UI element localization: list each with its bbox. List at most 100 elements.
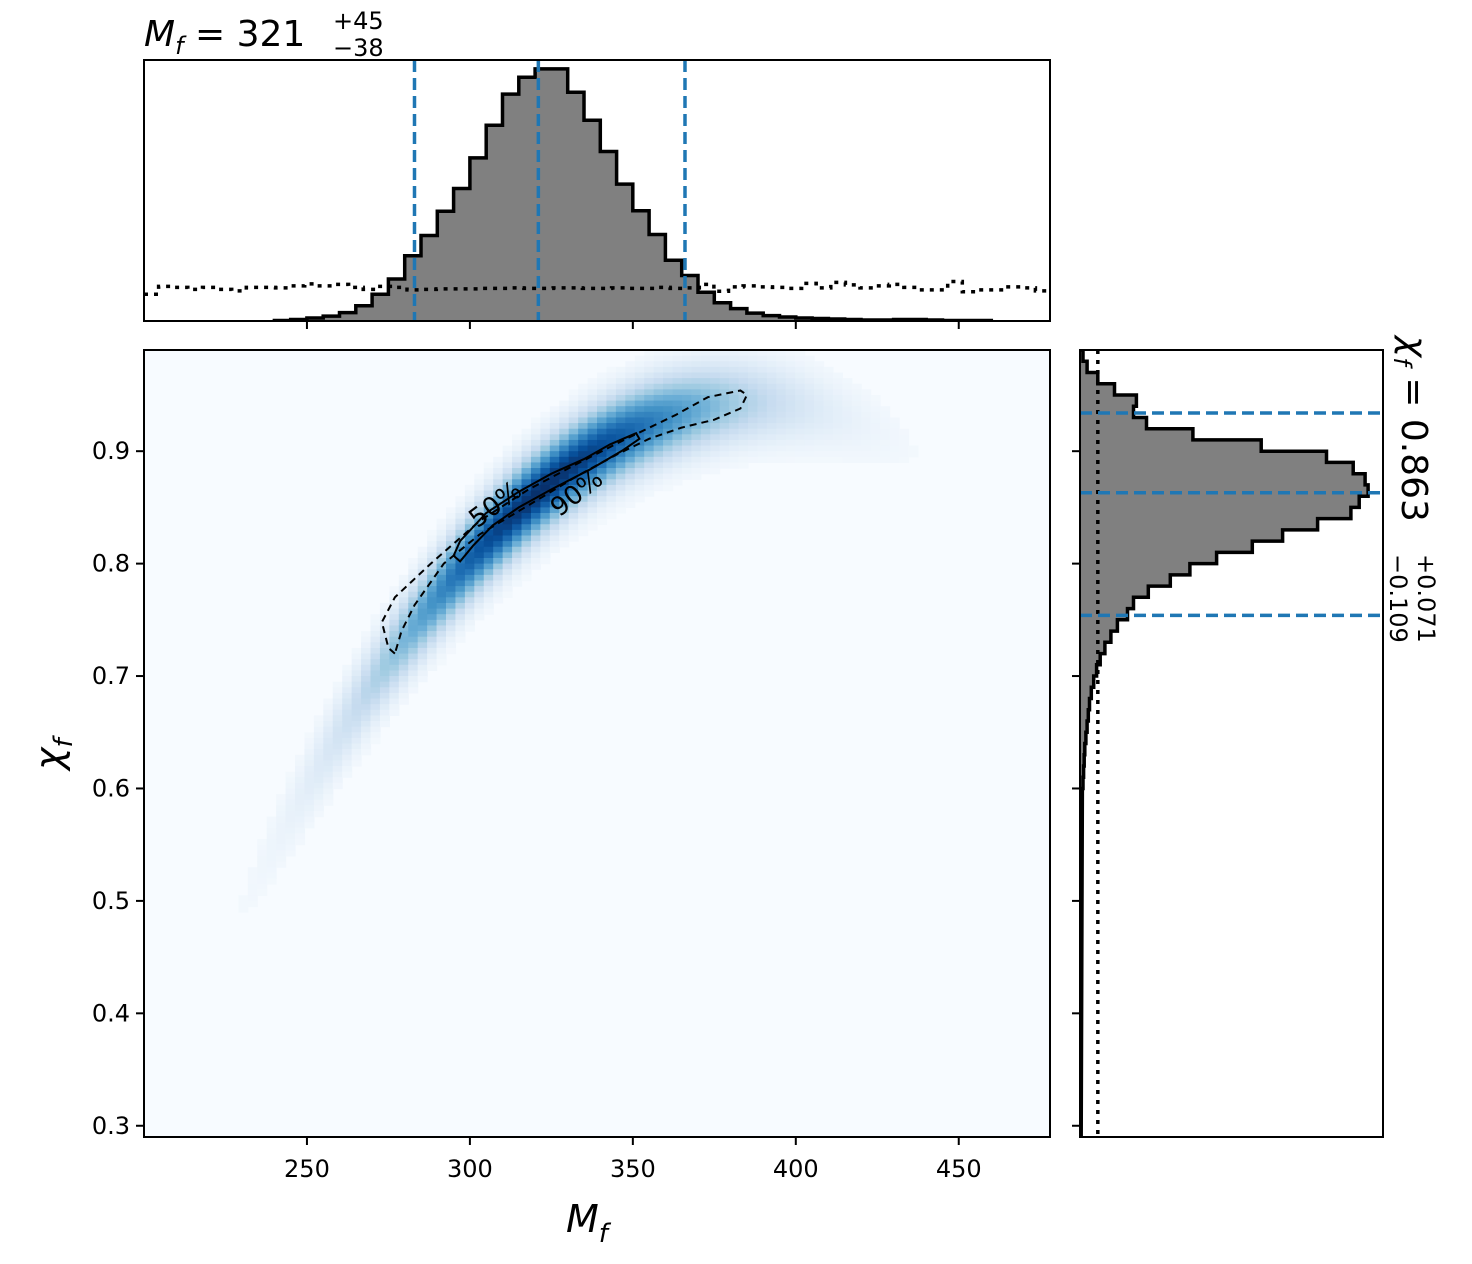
density-cell — [644, 451, 655, 458]
density-cell — [276, 850, 287, 857]
density-cell — [625, 423, 636, 430]
density-cell — [578, 406, 589, 413]
density-cell — [351, 681, 362, 688]
density-cell — [681, 451, 692, 458]
density-cell — [512, 473, 523, 480]
density-cell — [285, 805, 296, 812]
density-cell — [776, 411, 787, 419]
density-cell — [823, 451, 834, 458]
density-cell — [247, 867, 258, 874]
density-cell — [842, 394, 853, 402]
mf-median: 321 — [237, 14, 306, 55]
density-cell — [776, 445, 787, 452]
density-cell — [578, 479, 589, 486]
density-cell — [729, 434, 740, 441]
density-cell — [625, 428, 636, 435]
density-cell — [379, 636, 390, 643]
density-cell — [748, 439, 759, 447]
density-cell — [748, 361, 759, 368]
density-cell — [351, 732, 362, 739]
density-cell — [615, 423, 626, 430]
density-cell — [464, 574, 475, 582]
density-cell — [502, 479, 513, 486]
density-cell — [776, 350, 787, 357]
density-cell — [493, 529, 504, 537]
density-cell — [729, 423, 740, 430]
density-cell — [653, 473, 664, 480]
density-cell — [549, 496, 560, 503]
density-cell — [644, 361, 655, 368]
density-cell — [436, 557, 447, 565]
density-cell — [398, 647, 409, 655]
density-cell — [615, 378, 626, 385]
density-cell — [502, 468, 513, 475]
density-cell — [361, 647, 372, 655]
density-cell — [540, 417, 551, 424]
density-cell — [455, 625, 466, 632]
density-cell — [587, 406, 598, 413]
density-cell — [748, 411, 759, 419]
chif-minus-error: −0.109 — [1384, 554, 1412, 643]
density-cell — [672, 456, 683, 464]
density-cell — [615, 366, 626, 374]
density-cell — [738, 355, 749, 362]
density-cell — [313, 721, 324, 728]
density-cell — [474, 490, 485, 497]
density-cell — [738, 456, 749, 464]
density-cell — [379, 659, 390, 666]
density-cell — [795, 406, 806, 413]
density-cell — [710, 423, 721, 430]
density-cell — [653, 434, 664, 441]
density-cell — [832, 394, 843, 402]
density-cell — [549, 456, 560, 464]
density-cell — [880, 451, 891, 458]
density-cell — [361, 698, 372, 705]
density-cell — [663, 473, 674, 480]
density-cell — [719, 383, 730, 390]
density-cell — [332, 687, 343, 694]
density-cell — [493, 541, 504, 548]
density-cell — [832, 378, 843, 385]
density-cell — [530, 434, 541, 441]
density-cell — [342, 721, 353, 728]
density-cell — [502, 462, 513, 469]
density-cell — [832, 383, 843, 390]
density-cell — [464, 541, 475, 548]
density-cell — [332, 692, 343, 700]
density-cell — [880, 428, 891, 435]
density-cell — [748, 445, 759, 452]
density-cell — [389, 692, 400, 700]
density-cell — [493, 597, 504, 604]
density-cell — [530, 468, 541, 475]
density-cell — [408, 647, 419, 655]
density-cell — [493, 580, 504, 587]
density-cell — [578, 462, 589, 469]
density-cell — [729, 372, 740, 379]
density-cell — [549, 490, 560, 497]
density-cell — [870, 456, 881, 464]
density-cell — [757, 350, 768, 357]
density-cell — [483, 484, 494, 492]
density-cell — [436, 614, 447, 621]
density-cell — [606, 496, 617, 503]
density-cell — [766, 406, 777, 413]
density-cell — [455, 608, 466, 615]
density-cell — [700, 451, 711, 458]
density-cell — [332, 721, 343, 728]
density-cell — [455, 552, 466, 559]
density-cell — [795, 355, 806, 362]
density-cell — [889, 417, 900, 424]
density-cell — [549, 434, 560, 441]
density-cell — [776, 378, 787, 385]
density-cell — [512, 569, 523, 576]
density-cell — [691, 383, 702, 390]
density-cell — [804, 378, 815, 385]
density-cell — [748, 372, 759, 379]
density-cell — [389, 636, 400, 643]
density-cell — [502, 574, 513, 582]
density-cell — [530, 541, 541, 548]
density-cell — [568, 445, 579, 452]
density-cell — [313, 754, 324, 761]
density-cell — [597, 383, 608, 390]
density-cell — [880, 417, 891, 424]
